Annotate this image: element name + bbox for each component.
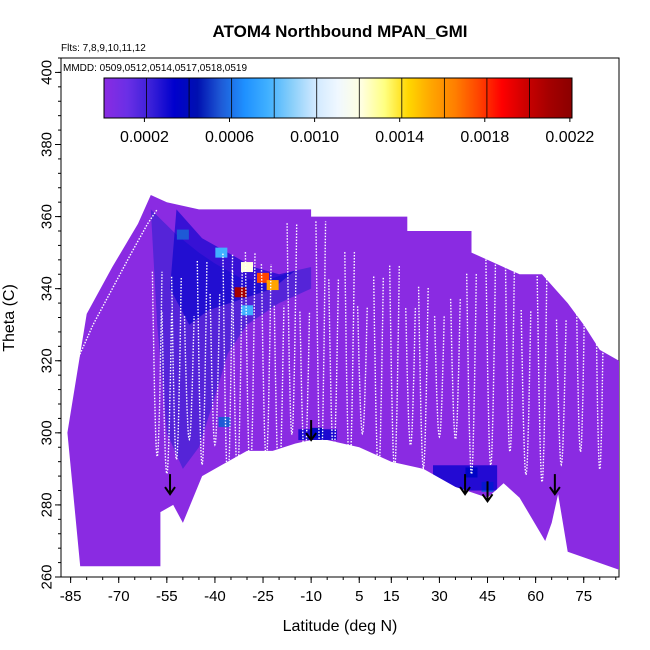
- colorbar: 0.0002 0.0006 0.0010 0.0014 0.0018 0.0022: [103, 77, 594, 146]
- flight-profile: [315, 221, 327, 477]
- flight-profile: [344, 252, 356, 472]
- colorbar-rect: [103, 77, 573, 119]
- flight-profile: [536, 275, 548, 485]
- y-axis-title: Theta (C): [1, 284, 18, 352]
- arrow-marker: [164, 474, 176, 496]
- x-tick-label: 45: [479, 588, 496, 605]
- arrow-marker: [481, 481, 494, 504]
- colorbar-tick-label: 0.0014: [375, 129, 424, 146]
- x-tick-label: -10: [300, 588, 322, 605]
- flight-profile: [209, 293, 221, 447]
- x-axis: -85 -70 -55 -40 -25 -10 5 15 30 45 60 75: [60, 577, 617, 605]
- flight-tracks: [73, 208, 606, 487]
- flight-profile: [520, 309, 532, 478]
- surface-band: [298, 429, 337, 441]
- arrow-marker: [459, 474, 471, 496]
- flight-profile: [273, 305, 285, 487]
- arrow-markers: [164, 420, 561, 504]
- flight-profile: [417, 286, 429, 471]
- flight-profile: [433, 316, 445, 439]
- colorbar-tick-label: 0.0002: [120, 129, 169, 146]
- feature-cell: [241, 305, 253, 316]
- feature-cell: [241, 262, 253, 273]
- colorbar-tick-label: 0.0010: [290, 129, 339, 146]
- flights-note: Flts: 7,8,9,10,11,12: [61, 43, 146, 54]
- chart-title: ATOM4 Northbound MPAN_GMI: [213, 22, 468, 41]
- flight-profile: [328, 279, 340, 460]
- flight-profile: [555, 319, 567, 467]
- flight-profile: [575, 251, 586, 455]
- dates-note: MMDD: 0509,0512,0514,0517,0518,0519: [63, 63, 247, 74]
- y-tick-label: 300: [39, 420, 56, 445]
- arrow-head: [164, 486, 176, 496]
- x-tick-label: -40: [204, 588, 226, 605]
- colorbar-tick-label: 0.0018: [460, 129, 509, 146]
- flight-profile: [466, 273, 477, 477]
- flight-profile: [485, 259, 497, 468]
- colorbar-ticks: 0.0002 0.0006 0.0010 0.0014 0.0018 0.0022: [120, 78, 594, 146]
- y-tick-label: 400: [39, 60, 56, 85]
- x-tick-label: 5: [355, 588, 363, 605]
- flight-profile: [183, 316, 195, 442]
- y-tick-label: 380: [39, 132, 56, 157]
- y-tick-label: 280: [39, 492, 56, 517]
- arrow-head: [459, 486, 471, 496]
- colorbar-tick-label: 0.0022: [545, 129, 594, 146]
- feature-cell: [218, 417, 231, 428]
- arrow-head: [305, 432, 317, 442]
- colorbar-tick-label: 0.0006: [205, 129, 254, 146]
- x-tick-label: 15: [383, 588, 400, 605]
- flight-profile: [222, 253, 234, 486]
- arrow-head: [481, 493, 494, 504]
- x-tick-label: 30: [431, 588, 448, 605]
- flight-profile: [594, 221, 606, 472]
- arrow-marker: [305, 420, 317, 442]
- plot-area: [67, 195, 619, 570]
- flight-profile: [286, 223, 298, 435]
- flight-profile: [244, 252, 256, 479]
- y-axis: 260 280 300 320 340 360 380 400: [39, 57, 61, 590]
- x-axis-title: Latitude (deg N): [283, 618, 398, 635]
- feature-cell: [257, 272, 270, 283]
- flight-profile: [170, 276, 182, 462]
- feature-cell: [234, 287, 247, 298]
- flight-profile: [299, 311, 311, 465]
- arrow-marker: [549, 474, 561, 496]
- x-tick-label: 75: [575, 588, 592, 605]
- flight-profile: [449, 298, 461, 441]
- y-tick-label: 320: [39, 348, 56, 373]
- x-tick-label: -85: [60, 588, 82, 605]
- flight-track-edge: [73, 208, 158, 369]
- x-tick-label: -55: [156, 588, 178, 605]
- x-tick-label: 60: [527, 588, 544, 605]
- y-tick-label: 260: [39, 564, 56, 589]
- x-tick-label: -70: [108, 588, 130, 605]
- x-tick-label: -25: [252, 588, 274, 605]
- y-tick-label: 360: [39, 204, 56, 229]
- feature-cell: [266, 280, 279, 291]
- feature-cell: [176, 229, 189, 240]
- y-tick-label: 340: [39, 276, 56, 301]
- flight-profile: [356, 306, 368, 436]
- arrow-head: [549, 486, 561, 496]
- feature-cell: [215, 247, 228, 258]
- flight-profile: [260, 264, 272, 463]
